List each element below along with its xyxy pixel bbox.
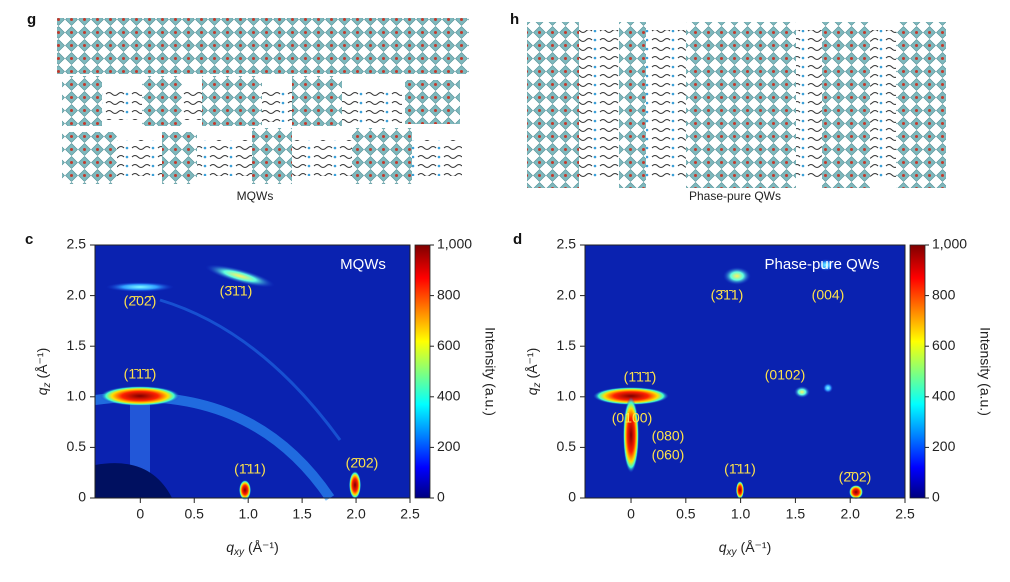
panel-label: c <box>25 231 33 248</box>
peak-label: (3̄1̄1) <box>220 283 253 299</box>
schematic-mqw <box>57 18 469 184</box>
y-tick-label: 1.0 <box>557 388 577 404</box>
schematic-phase-pure <box>527 22 946 188</box>
peak-label: (1̄11) <box>724 461 756 477</box>
y-tick-label: 2.5 <box>67 236 87 252</box>
y-tick-label: 0 <box>78 489 86 505</box>
peak-label: (0102) <box>765 367 805 383</box>
y-tick-label: 1.0 <box>67 388 87 404</box>
colorbar <box>414 244 431 499</box>
x-tick-label: 2.5 <box>895 506 915 522</box>
colorbar-label: Intensity (a.u.) <box>977 327 993 416</box>
axis-unit: (Å⁻¹) <box>741 539 772 555</box>
y-axis-label: qz (Å⁻¹) <box>34 348 53 396</box>
caption: MQWs <box>237 189 274 203</box>
peak-label: (2̄02) <box>839 469 872 485</box>
x-tick-label: 0 <box>136 506 144 522</box>
colorbar-tick-label: 1,000 <box>932 236 967 252</box>
axis-symbol: q <box>524 387 540 395</box>
y-tick-label: 2.0 <box>67 286 87 302</box>
axis-symbol: q <box>226 539 234 555</box>
y-tick-label: 1.5 <box>67 337 87 353</box>
colorbar-tick-label: 400 <box>932 388 956 404</box>
peak-label: (3̄1̄1) <box>711 287 744 303</box>
panel-label: g <box>27 11 36 28</box>
colorbar-label: Intensity (a.u.) <box>482 327 498 416</box>
x-tick-label: 0.5 <box>185 506 205 522</box>
y-tick-label: 0 <box>568 489 576 505</box>
x-tick-label: 2.5 <box>400 506 420 522</box>
y-tick-label: 1.5 <box>557 337 577 353</box>
peak-label: (1̄1̄1̄) <box>624 369 657 385</box>
caption: Phase-pure QWs <box>689 189 781 203</box>
colorbar-tick-label: 0 <box>932 489 940 505</box>
peak-label: (0100) <box>612 410 652 426</box>
axis-subscript: z <box>532 382 543 388</box>
axis-unit: (Å⁻¹) <box>524 348 540 379</box>
y-tick-label: 2.5 <box>557 236 577 252</box>
x-tick-label: 0.5 <box>676 506 696 522</box>
x-axis-label: qxy (Å⁻¹) <box>719 539 772 558</box>
axis-symbol: q <box>719 539 727 555</box>
colorbar-tick-label: 1,000 <box>437 236 472 252</box>
peak-label: (1̄1̄1̄) <box>124 366 157 382</box>
colorbar <box>909 244 926 499</box>
x-tick-label: 0 <box>627 506 635 522</box>
panel-label: h <box>510 11 519 28</box>
peak-label: (2̄02̄) <box>124 293 157 309</box>
peak-label: (004) <box>812 287 845 303</box>
axis-subscript: z <box>42 382 53 388</box>
y-axis-label: qz (Å⁻¹) <box>524 348 543 396</box>
x-tick-label: 2.0 <box>840 506 860 522</box>
inset-label: Phase-pure QWs <box>764 256 879 273</box>
axis-unit: (Å⁻¹) <box>34 348 50 379</box>
colorbar-tick-label: 600 <box>437 337 461 353</box>
colorbar-tick-label: 400 <box>437 388 461 404</box>
heatmap-d <box>585 245 905 499</box>
y-tick-label: 0.5 <box>557 438 577 454</box>
colorbar-tick-label: 0 <box>437 489 445 505</box>
axis-subscript: xy <box>726 547 738 558</box>
plot-frame <box>584 244 906 499</box>
heatmap-c <box>94 245 410 501</box>
peak-label: (060) <box>652 447 685 463</box>
colorbar-tick-label: 800 <box>437 286 461 302</box>
peak-label: (1̄11) <box>234 461 266 477</box>
axis-symbol: q <box>34 387 50 395</box>
x-tick-label: 1.0 <box>238 506 258 522</box>
colorbar-tick-label: 200 <box>932 438 956 454</box>
x-tick-label: 1.5 <box>786 506 806 522</box>
peak-label: (2̄02) <box>346 455 379 471</box>
x-tick-label: 1.5 <box>292 506 312 522</box>
axis-unit: (Å⁻¹) <box>248 539 279 555</box>
axis-subscript: xy <box>233 547 245 558</box>
inset-label: MQWs <box>340 256 386 273</box>
x-axis-label: qxy (Å⁻¹) <box>226 539 279 558</box>
peak-label: (080) <box>652 428 685 444</box>
colorbar-tick-label: 600 <box>932 337 956 353</box>
plot-frame <box>94 244 411 499</box>
x-tick-label: 2.0 <box>346 506 366 522</box>
y-tick-label: 2.0 <box>557 286 577 302</box>
y-tick-label: 0.5 <box>67 438 87 454</box>
colorbar-tick-label: 800 <box>932 286 956 302</box>
panel-label: d <box>513 231 522 248</box>
colorbar-tick-label: 200 <box>437 438 461 454</box>
x-tick-label: 1.0 <box>731 506 751 522</box>
